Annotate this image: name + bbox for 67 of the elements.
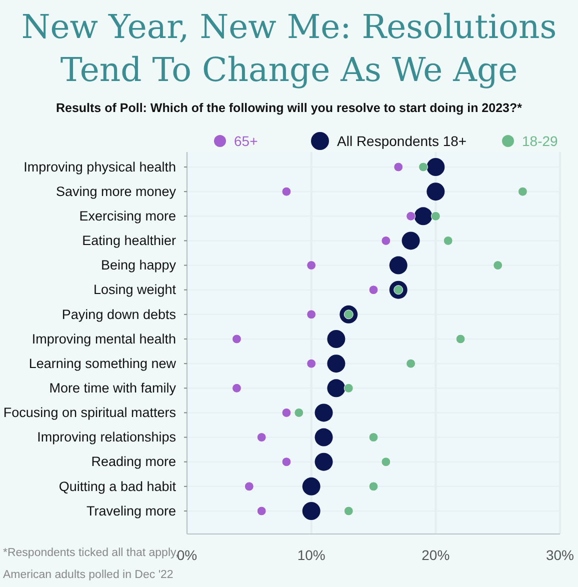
y-tick-label: Improving mental health (32, 331, 176, 346)
chart-subtitle: Results of Poll: Which of the following will you resolve to start doing in 2023?* (56, 101, 522, 115)
point (306, 310, 316, 320)
point (306, 260, 316, 270)
x-tick-label: 0% (176, 546, 198, 563)
point (327, 379, 346, 398)
point (394, 162, 404, 172)
y-tick-label: Reading more (91, 454, 176, 470)
point (256, 432, 266, 442)
y-tick-label: Paying down debts (62, 306, 176, 322)
legend-label: All Respondents 18+ (337, 133, 467, 149)
point (314, 428, 333, 446)
point (344, 506, 354, 516)
point (232, 383, 242, 393)
point (418, 162, 428, 172)
point (368, 482, 378, 492)
point (426, 158, 445, 176)
point (368, 285, 378, 295)
legend-label: 18-29 (522, 133, 558, 149)
point (256, 506, 266, 516)
point (456, 334, 466, 344)
y-tick-label: More time with family (49, 380, 176, 396)
point (389, 256, 408, 274)
point (232, 334, 242, 344)
point (381, 236, 391, 246)
x-tick-label: 30% (546, 546, 574, 563)
point (327, 330, 346, 348)
y-tick-label: Eating healthier (82, 233, 176, 248)
point (282, 457, 292, 467)
point (443, 236, 453, 246)
y-tick-label: Quitting a bad habit (58, 478, 176, 494)
x-tick-label: 20% (422, 546, 450, 563)
y-tick-label: Saving more money (56, 184, 176, 199)
y-tick-label: Losing weight (93, 282, 176, 298)
text: *Respondents ticked all that apply, (3, 547, 179, 559)
point (368, 432, 378, 442)
point (406, 211, 416, 221)
text: American adults polled in Dec '22 (3, 569, 174, 581)
y-tick-label: Exercising more (79, 208, 176, 224)
point (314, 404, 333, 422)
point (302, 502, 320, 520)
point (430, 211, 440, 221)
point (402, 232, 420, 250)
point (426, 182, 445, 201)
chart-title: New Year, New Me: Resolutions Tend To Change As We Age (21, 7, 557, 89)
point (302, 477, 320, 496)
point (314, 452, 333, 471)
x-tick-label: 10% (297, 546, 326, 563)
point (282, 408, 292, 418)
y-tick-label: Improving relationships (37, 430, 176, 445)
point (406, 358, 416, 368)
point (327, 354, 346, 373)
point (294, 408, 304, 418)
y-tick-label: Being happy (100, 258, 176, 273)
y-tick-label: Improving physical health (24, 159, 176, 174)
point (306, 358, 316, 368)
point (244, 482, 254, 492)
point (414, 207, 432, 226)
legend-label: 65+ (234, 133, 258, 149)
point (282, 186, 292, 196)
y-tick-label: Traveling more (86, 503, 176, 518)
point (344, 383, 354, 393)
point (381, 457, 391, 467)
y-tick-label: Learning something new (28, 356, 176, 371)
y-tick-label: Focusing on spiritual matters (3, 405, 176, 420)
point (493, 260, 503, 270)
point (518, 186, 528, 196)
